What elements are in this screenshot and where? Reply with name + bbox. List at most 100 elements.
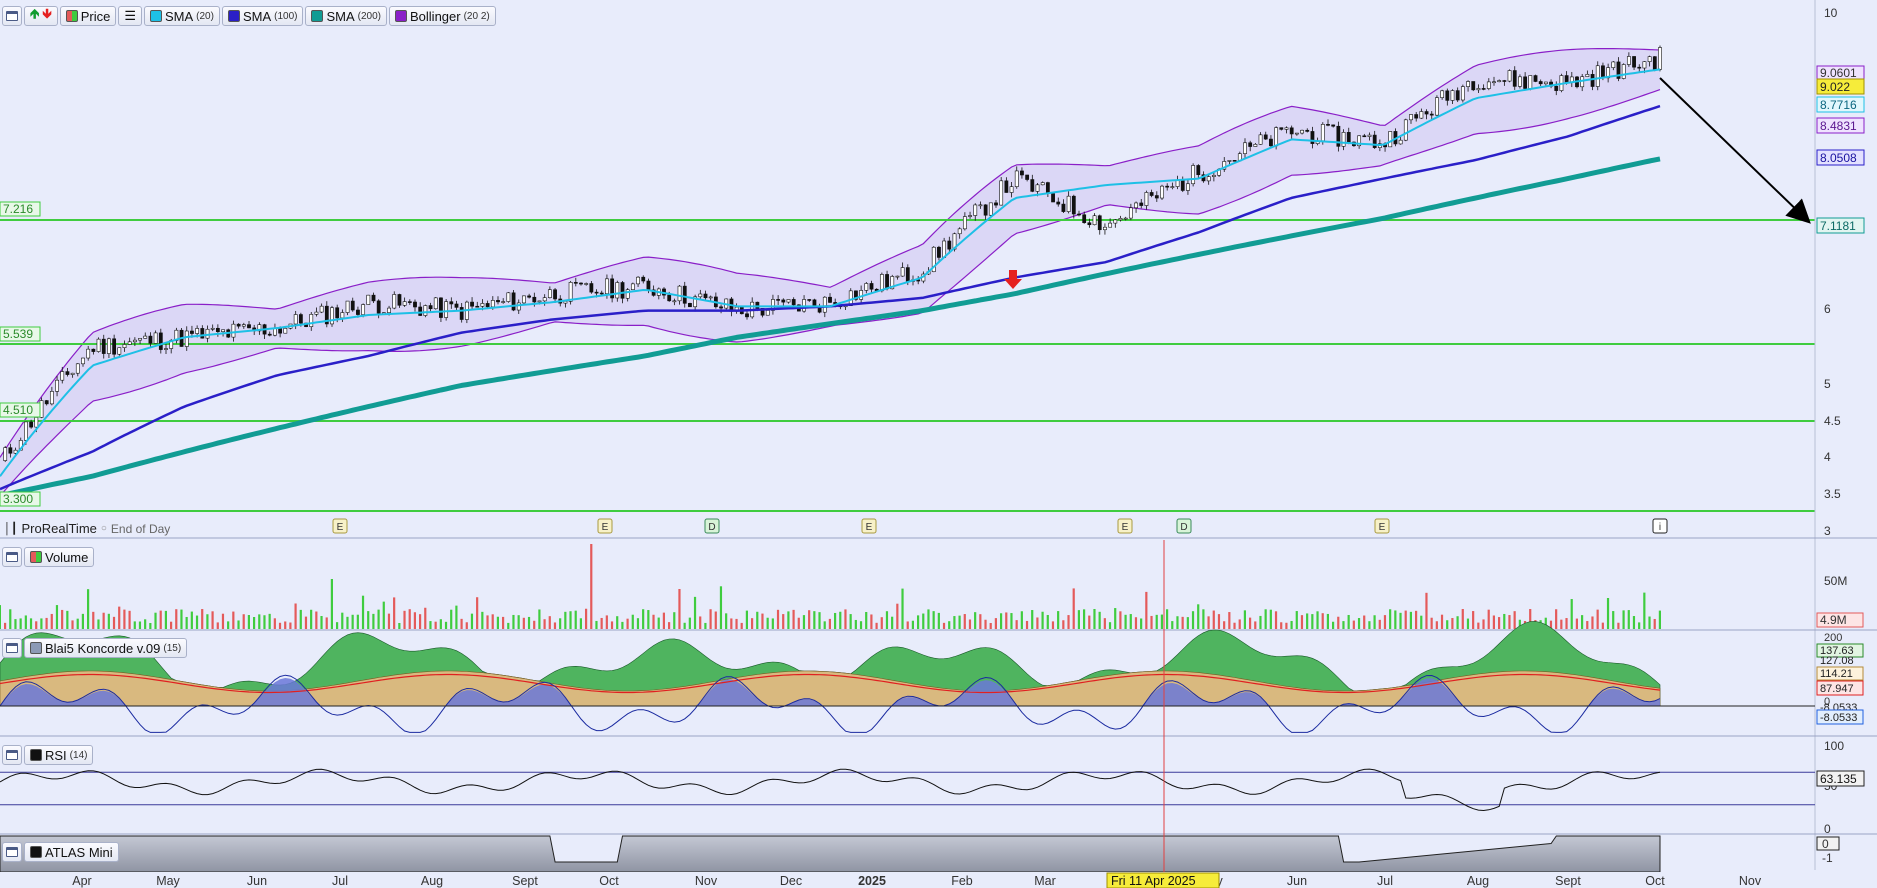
volume-bar xyxy=(683,622,686,629)
volume-bar xyxy=(24,615,27,629)
bollinger-lower-line xyxy=(0,89,1661,497)
candle xyxy=(1289,127,1294,135)
volume-bar xyxy=(1020,611,1023,629)
volume-bar xyxy=(398,622,401,629)
volume-bar xyxy=(1165,609,1169,629)
volume-legend-button[interactable]: Volume xyxy=(24,547,95,567)
volume-bar xyxy=(1248,617,1252,629)
koncorde-legend-button[interactable]: Blai5 Koncorde v.09 (15) xyxy=(24,638,188,658)
x-tick: Feb xyxy=(951,874,973,888)
volume-bar xyxy=(1658,610,1661,629)
volume-bar xyxy=(1114,608,1117,629)
bollinger-legend-button[interactable]: Bollinger (20 2) xyxy=(389,6,496,26)
volume-bar xyxy=(1202,609,1205,629)
candle xyxy=(1652,56,1657,70)
volume-bar xyxy=(579,618,582,629)
volume-bar xyxy=(40,618,43,629)
candle xyxy=(1367,134,1372,137)
volume-bar xyxy=(1606,597,1610,629)
volume-bar xyxy=(1254,621,1257,629)
candle xyxy=(1035,184,1040,192)
volume-window-button[interactable] xyxy=(2,547,22,567)
candle xyxy=(1336,125,1341,147)
volume-bar xyxy=(294,603,297,629)
x-tick: Jul xyxy=(1377,874,1393,888)
volume-bar xyxy=(1643,592,1646,629)
candle xyxy=(584,283,589,285)
candle xyxy=(449,301,454,305)
candle xyxy=(890,276,895,290)
volume-bar xyxy=(1191,611,1195,629)
window-menu-button[interactable] xyxy=(2,6,22,26)
volume-bar xyxy=(1586,621,1589,629)
candle xyxy=(1165,185,1170,188)
candle xyxy=(1341,132,1346,147)
x-tick: Mar xyxy=(1034,874,1056,888)
candle xyxy=(309,314,314,327)
sma20-legend-button[interactable]: SMA (20) xyxy=(143,6,220,26)
volume-bar xyxy=(496,616,499,629)
candle xyxy=(1149,192,1154,196)
volume-bar xyxy=(237,620,240,629)
candle xyxy=(802,299,806,312)
volume-bar xyxy=(1456,616,1459,629)
candle xyxy=(994,202,998,206)
x-tick: Apr xyxy=(72,874,91,888)
candle xyxy=(719,306,723,309)
volume-bar xyxy=(953,616,956,629)
candle xyxy=(537,300,542,303)
volume-bar xyxy=(740,622,743,629)
koncorde-indicator xyxy=(0,621,1815,733)
koncorde-tag-brown: 114.21 xyxy=(1820,668,1853,680)
candle xyxy=(1595,65,1600,87)
candle xyxy=(1642,61,1647,69)
candle xyxy=(1331,124,1336,127)
projection-arrow xyxy=(1659,77,1811,224)
candle xyxy=(983,204,988,216)
volume-bar xyxy=(268,613,271,629)
volume-bar xyxy=(1264,609,1267,629)
window-icon xyxy=(6,552,18,562)
volume-bar xyxy=(797,617,800,629)
sma100-legend-button[interactable]: SMA (100) xyxy=(221,6,304,26)
indicator-list-button[interactable]: ☰ xyxy=(118,6,142,26)
price-legend-button[interactable]: Price xyxy=(59,6,117,26)
candle xyxy=(1658,47,1662,70)
volume-bar xyxy=(1565,618,1568,629)
candle xyxy=(905,267,910,282)
volume-bar xyxy=(1420,615,1423,629)
volume-bar xyxy=(1036,617,1039,629)
candle xyxy=(999,180,1004,206)
sma200-legend-button[interactable]: SMA (200) xyxy=(305,6,387,26)
volume-bar xyxy=(387,613,391,629)
candle xyxy=(594,291,599,294)
volume-bar xyxy=(1549,620,1553,629)
candle xyxy=(24,421,28,441)
volume-bar xyxy=(839,611,842,629)
rsi-legend-button[interactable]: RSI (14) xyxy=(24,745,94,765)
volume-bar xyxy=(76,618,79,629)
koncorde-window-button[interactable] xyxy=(2,638,22,658)
candle xyxy=(138,338,142,341)
level-tags: 7.216 5.539 4.510 3.300 xyxy=(0,201,41,507)
candle xyxy=(1476,88,1481,91)
atlas-legend-button[interactable]: ATLAS Mini xyxy=(24,842,119,862)
volume-bar xyxy=(1051,621,1055,629)
candle xyxy=(1139,202,1144,206)
candle xyxy=(1637,66,1642,69)
x-tick: Aug xyxy=(421,874,443,888)
level-tag-3300: 3.300 xyxy=(3,492,33,506)
volume-bar xyxy=(600,617,603,629)
candle xyxy=(937,246,941,258)
volume-bar xyxy=(1171,621,1174,629)
volume-bar xyxy=(133,621,136,629)
rsi-window-button[interactable] xyxy=(2,745,22,765)
atlas-window-button[interactable] xyxy=(2,842,22,862)
time-axis: AprMayJunJulAugSeptOctNovDec2025FebMarMa… xyxy=(72,874,1762,888)
volume-bar xyxy=(1409,611,1412,629)
buy-sell-button[interactable]: 🡹 🡻 xyxy=(24,6,58,26)
koncorde-blue-line xyxy=(0,674,1661,733)
volume-bar xyxy=(657,617,660,629)
